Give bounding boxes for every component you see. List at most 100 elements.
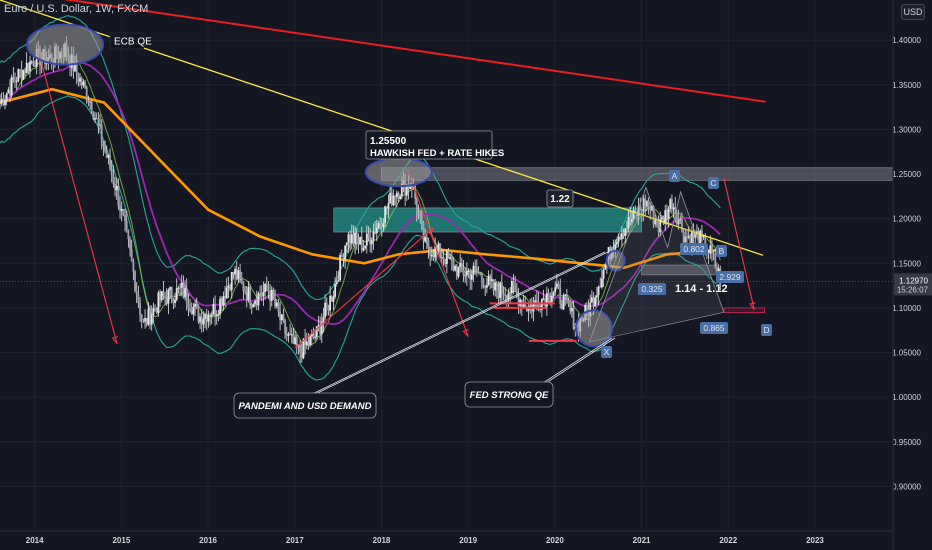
candle-body (114, 183, 116, 191)
candle-body (287, 333, 290, 336)
candle-body (652, 205, 655, 225)
candle-body (112, 174, 115, 184)
candle-body (525, 307, 528, 311)
label-level-122: 1.22 (550, 194, 570, 205)
candle-body (225, 287, 228, 299)
point-a: A (672, 171, 678, 181)
candle-body (0, 98, 3, 103)
candle-body (0, 102, 1, 104)
point-x: X (604, 347, 610, 357)
candle-body (129, 239, 131, 250)
candle-body (219, 298, 221, 315)
candle-body (90, 101, 93, 113)
point-x-box (601, 346, 612, 358)
time-axis[interactable]: 2014 2015 2016 2017 2018 2019 2020 2021 2022 2023 (0, 530, 893, 545)
candle-body (162, 291, 165, 297)
candle-body (662, 217, 665, 224)
highlight-ellipse (26, 23, 105, 66)
candle-body (497, 291, 500, 299)
candle-body (292, 334, 295, 344)
candle-body (686, 236, 688, 238)
candle-body (115, 185, 118, 191)
candle-body (535, 300, 538, 303)
time-tick-label: 2019 (459, 536, 477, 545)
candle-body (205, 314, 208, 322)
candle-body (197, 305, 200, 323)
candle-body (692, 230, 695, 238)
timeframe[interactable]: 1W (95, 3, 112, 15)
candle-body (194, 303, 196, 307)
candle-body (631, 219, 633, 223)
candle-body (711, 245, 713, 254)
candle-body (87, 100, 90, 103)
candle-body (639, 206, 642, 210)
candle-body (440, 257, 443, 259)
arrow-head (749, 302, 756, 310)
candle-body (27, 62, 30, 72)
title-separator: , (111, 3, 118, 15)
candle-body (697, 231, 700, 246)
ratio-0865-box (700, 322, 728, 334)
candle-body (229, 285, 231, 291)
candle-body (277, 302, 280, 312)
candle-body (210, 314, 213, 317)
candle-body (14, 80, 16, 82)
point-c: C (710, 178, 716, 188)
candle-body (717, 268, 720, 273)
title-separator: , (88, 3, 96, 15)
candle-body (227, 285, 230, 288)
candle-body (615, 242, 618, 245)
candle-body (297, 345, 300, 347)
candle-body (302, 338, 305, 359)
candle-body (174, 299, 176, 303)
candle-body (712, 253, 715, 255)
candle-body (464, 275, 467, 277)
candle-body (264, 283, 266, 293)
candle-body (224, 296, 226, 299)
candle-body (592, 297, 595, 307)
candle-body (410, 186, 413, 189)
candle-body (22, 69, 25, 80)
candle-body (232, 271, 235, 275)
candle-body (144, 317, 146, 322)
candle-body (656, 220, 658, 226)
candle-body (362, 248, 365, 251)
candle-body (249, 286, 251, 306)
candle-body (604, 264, 607, 270)
candle-body (651, 205, 653, 211)
candle-body (295, 337, 298, 347)
candle-body (280, 314, 283, 321)
time-tick-label: 2018 (373, 536, 391, 545)
candle-body (716, 267, 718, 273)
candle-body (269, 291, 272, 301)
candle-body (152, 308, 155, 316)
candle-body (29, 61, 31, 72)
point-a-box (669, 170, 680, 182)
currency-button[interactable]: USD (901, 4, 925, 20)
candle-body (184, 288, 186, 298)
price-tick-label: 1.30000 (892, 125, 921, 134)
candle-body (244, 291, 246, 293)
candle-body (694, 232, 697, 238)
candle-body (254, 300, 256, 305)
candle-body (572, 308, 575, 329)
label-ecb-qe: ECB QE (114, 36, 152, 47)
candle-body (25, 62, 28, 74)
candle-body (82, 81, 85, 86)
label-range: 1.14 - 1.12 (675, 283, 728, 295)
candle-body (147, 308, 150, 325)
candle-body (150, 315, 153, 325)
callout-line (539, 337, 613, 386)
candle-body (397, 192, 400, 200)
candle-body (467, 270, 470, 272)
candle-body (315, 326, 318, 338)
ratio-0865: 0.865 (703, 323, 725, 333)
price-axis[interactable]: 1.40000 1.35000 1.30000 1.25000 1.20000 1.150… (892, 0, 922, 550)
candle-body (309, 336, 312, 346)
candle-body (352, 234, 355, 244)
candle-body (289, 333, 292, 335)
candle-body (245, 291, 248, 301)
candle-body (222, 296, 225, 306)
